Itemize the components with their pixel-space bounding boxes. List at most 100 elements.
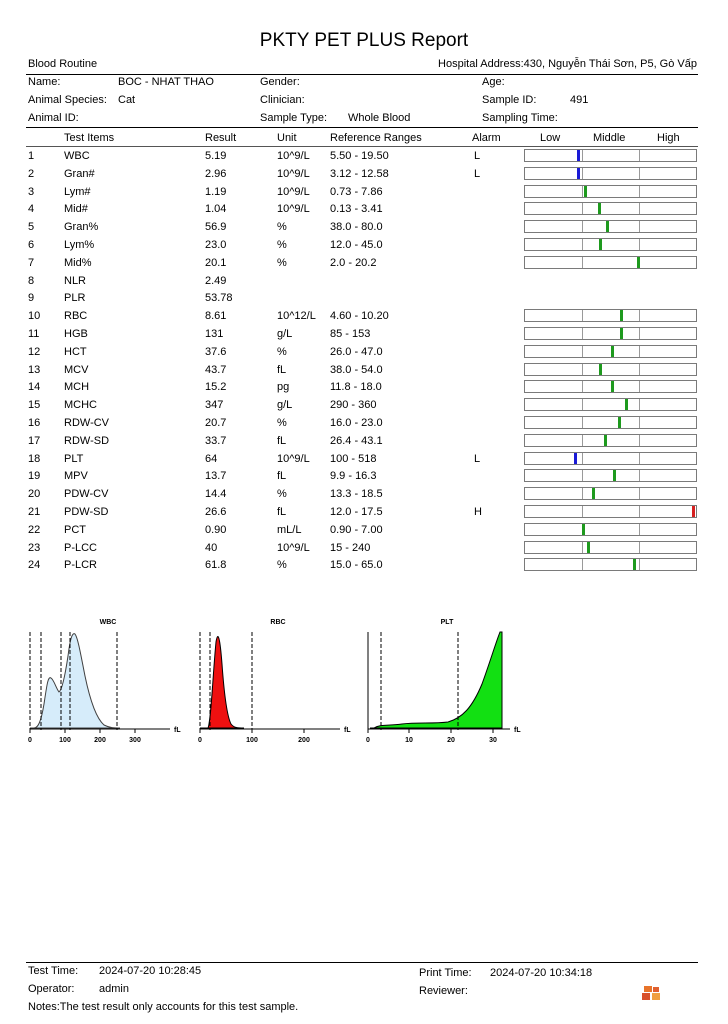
row-number: 15: [28, 399, 41, 412]
range-marker: [611, 381, 615, 393]
range-divider: [638, 434, 640, 446]
range-divider: [638, 150, 640, 161]
range-divider: [638, 559, 640, 571]
row-unit: 10^9/L: [277, 452, 310, 465]
range-marker: [611, 345, 615, 357]
range-marker: [618, 417, 622, 428]
range-divider: [581, 434, 583, 446]
plt-tick-10: 10: [405, 737, 413, 744]
row-item: Lym#: [64, 185, 91, 198]
row-reference: 5.50 - 19.50: [330, 150, 389, 162]
col-result: Result: [205, 132, 237, 144]
range-divider: [638, 506, 640, 517]
sampling-time-label: Sampling Time:: [482, 112, 558, 124]
range-bar: [524, 451, 697, 465]
name-value: BOC - NHAT THAO: [118, 76, 214, 88]
row-unit: 10^9/L: [277, 185, 310, 198]
row-number: 20: [28, 488, 41, 501]
row-result: 26.6: [205, 506, 227, 518]
range-divider: [581, 488, 583, 500]
range-divider: [581, 167, 583, 179]
row-unit: %: [277, 239, 287, 251]
range-marker: [604, 434, 608, 446]
row-unit: 10^9/L: [277, 203, 310, 216]
row-unit: g/L: [277, 328, 293, 340]
rbc-unit: fL: [344, 727, 351, 734]
wbc-tick-300: 300: [129, 737, 141, 744]
rbc-chart-title: RBC: [270, 619, 285, 626]
sample-id-label: Sample ID:: [482, 94, 537, 106]
row-result: 2.49: [205, 274, 227, 287]
plt-tick-30: 30: [489, 737, 497, 744]
range-divider: [581, 559, 583, 571]
row-result: 40: [205, 541, 218, 554]
row-number: 11: [28, 328, 40, 340]
range-divider: [581, 417, 583, 428]
row-result: 2.96: [205, 167, 227, 180]
print-time-label: Print Time:: [419, 967, 472, 979]
range-bar: [524, 327, 697, 340]
table-row: 1 WBC 5.19 10^9/L 5.50 - 19.50 L: [0, 147, 728, 165]
row-result: 43.7: [205, 363, 227, 376]
table-row: 21 PDW-SD 26.6 fL 12.0 - 17.5 H: [0, 503, 728, 521]
range-divider: [638, 470, 640, 482]
row-number: 1: [28, 150, 35, 162]
col-test-items: Test Items: [64, 132, 115, 144]
row-item: PLR: [64, 292, 86, 305]
row-number: 13: [28, 363, 41, 376]
row-reference: 9.9 - 16.3: [330, 470, 377, 483]
row-unit: g/L: [277, 399, 293, 412]
row-result: 347: [205, 399, 224, 412]
row-reference: 38.0 - 54.0: [330, 363, 383, 376]
table-top-divider: [26, 127, 698, 128]
table-row: 8 NLR 2.49: [0, 272, 728, 290]
row-number: 4: [28, 203, 35, 216]
col-unit: Unit: [277, 132, 297, 144]
row-unit: 10^9/L: [277, 167, 310, 180]
range-divider: [581, 310, 583, 322]
row-reference: 0.13 - 3.41: [330, 203, 383, 216]
row-number: 19: [28, 470, 41, 483]
row-item: Gran%: [64, 221, 99, 234]
table-row: 18 PLT 64 10^9/L 100 - 518 L: [0, 450, 728, 468]
row-number: 12: [28, 345, 41, 358]
row-number: 21: [28, 506, 41, 518]
row-result: 64: [205, 452, 218, 465]
col-high: High: [657, 132, 680, 144]
species-value: Cat: [118, 94, 136, 106]
report-title: PKTY PET PLUS Report: [259, 30, 469, 51]
reviewer-label: Reviewer:: [419, 985, 468, 997]
table-row: 7 Mid% 20.1% 2.0 - 20.2: [0, 254, 728, 272]
range-bar: [524, 558, 697, 572]
table-row: 15 MCHC 347 g/L 290 - 360: [0, 396, 728, 414]
table-row: 22 PCT 0.90 mL/L 0.90 - 7.00: [0, 521, 728, 539]
range-bar: [524, 202, 697, 216]
range-marker: [692, 506, 696, 517]
row-reference: 15 - 240: [330, 541, 371, 554]
plt-unit: fL: [514, 727, 521, 734]
row-unit: %: [277, 488, 287, 501]
row-item: HGB: [64, 328, 88, 340]
range-marker: [577, 167, 580, 179]
row-reference: 12.0 - 45.0: [330, 239, 383, 251]
table-row: 9 PLR 53.78: [0, 289, 728, 307]
range-divider: [638, 345, 640, 357]
sample-id-value: 491: [570, 94, 589, 106]
range-marker: [599, 363, 603, 375]
row-number: 23: [28, 541, 41, 554]
range-bar: [524, 380, 697, 394]
range-divider: [581, 399, 583, 411]
row-result: 13.7: [205, 470, 227, 483]
row-reference: 290 - 360: [330, 399, 377, 412]
table-row: 6 Lym% 23.0% 12.0 - 45.0: [0, 236, 728, 254]
brand-logo-icon: [640, 984, 662, 1002]
range-bar: [524, 309, 697, 323]
range-divider: [638, 381, 640, 393]
range-bar: [524, 505, 697, 518]
range-marker: [573, 452, 577, 464]
row-number: 10: [28, 310, 41, 323]
row-unit: mL/L: [277, 523, 302, 536]
plt-histogram: PLT 0 10 20 30 fL: [362, 612, 528, 748]
row-reference: 11.8 - 18.0: [330, 381, 382, 394]
gender-label: Gender:: [260, 76, 300, 88]
